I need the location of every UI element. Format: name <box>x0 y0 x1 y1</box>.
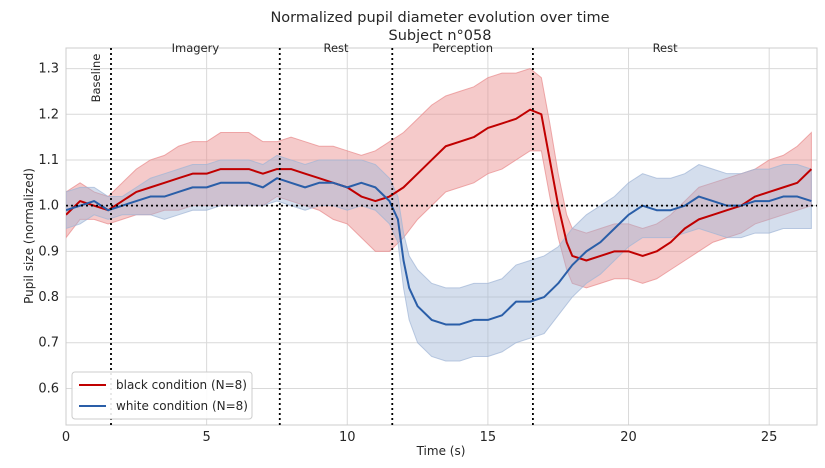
phase-label: Imagery <box>172 41 220 55</box>
phase-labels: Baseline Imagery Rest Perception Rest <box>89 41 678 102</box>
legend-label-white: white condition (N=8) <box>116 399 248 413</box>
phase-label: Rest <box>323 41 349 55</box>
y-tick-label: 1.3 <box>38 62 59 77</box>
plot-area <box>66 48 817 425</box>
y-tick-label: 1.1 <box>38 153 59 168</box>
y-axis-label: Pupil size (normalized) <box>22 168 36 304</box>
y-tick-label: 1.2 <box>38 107 59 122</box>
x-tick-label: 0 <box>62 430 70 445</box>
y-tick-label: 0.8 <box>38 290 59 305</box>
tick-labels: 0 5 10 15 20 25 0.6 0.7 0.8 0.9 1.0 1.1 1.2 1.3 <box>38 62 777 445</box>
phase-label: Baseline <box>89 54 103 103</box>
x-tick-label: 25 <box>761 430 778 445</box>
phase-label: Perception <box>432 41 493 55</box>
legend-label-black: black condition (N=8) <box>116 378 247 392</box>
y-tick-label: 1.0 <box>38 199 59 214</box>
chart-title: Normalized pupil diameter evolution over… <box>270 10 609 26</box>
x-tick-label: 10 <box>339 430 356 445</box>
x-axis-label: Time (s) <box>416 444 466 458</box>
chart-subtitle: Subject n°058 <box>389 28 492 44</box>
legend: black condition (N=8) white condition (N… <box>71 371 253 420</box>
line-black <box>66 108 813 262</box>
x-tick-label: 20 <box>620 430 637 445</box>
y-tick-label: 0.9 <box>38 244 59 259</box>
legend-box <box>71 371 253 420</box>
y-tick-label: 0.6 <box>38 381 59 396</box>
phase-label: Rest <box>653 41 679 55</box>
x-tick-label: 5 <box>202 430 210 445</box>
band-white <box>66 154 812 362</box>
reference-lines <box>66 48 817 425</box>
y-tick-label: 0.7 <box>38 336 59 351</box>
x-tick-label: 15 <box>480 430 497 445</box>
